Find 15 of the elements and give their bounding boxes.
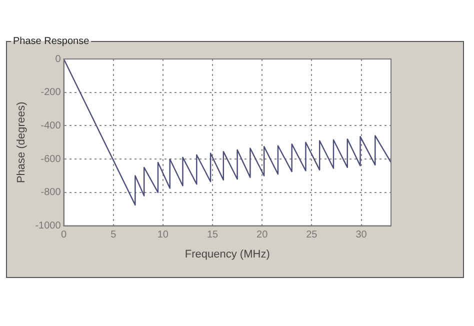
x-tick-label: 10 bbox=[157, 230, 169, 241]
y-tick-label: -1000 bbox=[35, 220, 62, 232]
x-tick-label: 20 bbox=[256, 230, 268, 241]
y-tick-label: -800 bbox=[40, 187, 62, 198]
y-axis-title: Phase (degrees) bbox=[16, 102, 28, 184]
x-axis-title: Frequency (MHz) bbox=[184, 248, 270, 260]
x-tick-label: 15 bbox=[206, 230, 219, 241]
y-tick-label: -200 bbox=[40, 87, 62, 98]
y-tick-label: -600 bbox=[40, 154, 62, 165]
x-tick-label: 25 bbox=[306, 230, 318, 241]
y-tick-label: 0 bbox=[55, 54, 62, 65]
y-tick-label: -400 bbox=[40, 120, 62, 132]
chart-title: Phase Response bbox=[12, 36, 90, 47]
x-tick-label: 30 bbox=[356, 230, 368, 241]
x-tick-label: 5 bbox=[110, 230, 117, 241]
